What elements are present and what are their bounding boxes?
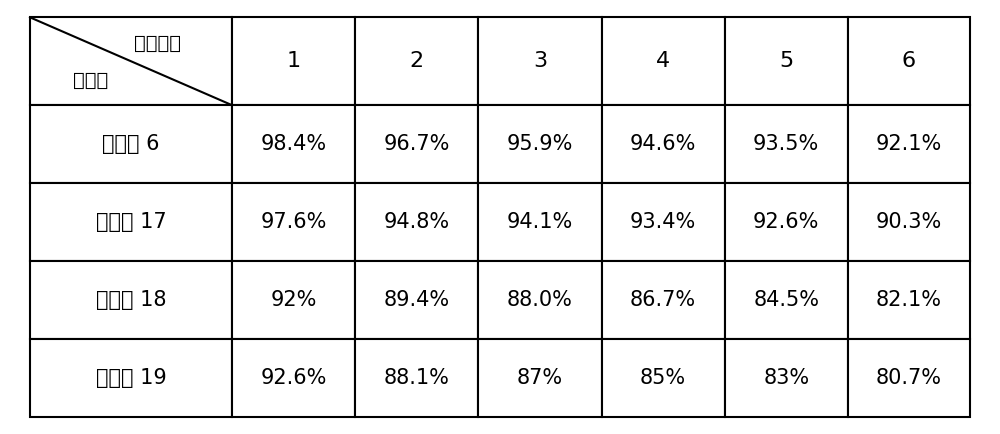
Text: 5: 5 [779,51,793,71]
Bar [602,261,725,339]
Bar [725,105,848,183]
Text: 92.6%: 92.6% [753,212,819,232]
Bar [478,17,602,105]
Bar [478,105,602,183]
Bar [30,105,232,183]
Bar [355,105,478,183]
Text: 1: 1 [287,51,301,71]
Text: 6: 6 [902,51,916,71]
Text: 实施例 19: 实施例 19 [96,368,166,388]
Text: 92.6%: 92.6% [260,368,327,388]
Bar [848,17,970,105]
Bar [355,339,478,417]
Text: 85%: 85% [640,368,686,388]
Text: 实施例 6: 实施例 6 [102,134,160,154]
Bar [355,17,478,105]
Text: 循环次数: 循环次数 [134,34,181,53]
Bar [232,17,355,105]
Bar [30,183,232,261]
Bar [602,183,725,261]
Text: 97.6%: 97.6% [260,212,327,232]
Bar [725,17,848,105]
Text: 96.7%: 96.7% [384,134,450,154]
Text: 94.8%: 94.8% [384,212,450,232]
Text: 84.5%: 84.5% [753,290,819,310]
Bar [478,261,602,339]
Text: 86.7%: 86.7% [630,290,696,310]
Bar [848,105,970,183]
Text: 83%: 83% [763,368,809,388]
Bar [232,261,355,339]
Text: 95.9%: 95.9% [507,134,573,154]
Bar [848,339,970,417]
Text: 94.1%: 94.1% [507,212,573,232]
Bar [848,183,970,261]
Text: 4: 4 [656,51,670,71]
Bar [848,261,970,339]
Text: 92.1%: 92.1% [876,134,942,154]
Bar [725,183,848,261]
Bar [602,339,725,417]
Text: 2: 2 [410,51,424,71]
Bar [232,105,355,183]
Text: 80.7%: 80.7% [876,368,942,388]
Text: 3: 3 [533,51,547,71]
Text: 92%: 92% [270,290,317,310]
Text: 实施例 17: 实施例 17 [96,212,166,232]
Bar [30,339,232,417]
Bar [602,17,725,105]
Bar [602,105,725,183]
Text: 88.0%: 88.0% [507,290,573,310]
Bar [478,339,602,417]
Text: 89.4%: 89.4% [384,290,450,310]
Bar [232,339,355,417]
Text: 94.6%: 94.6% [630,134,696,154]
Bar [232,183,355,261]
Bar [355,183,478,261]
Text: 90.3%: 90.3% [876,212,942,232]
Text: 98.4%: 98.4% [261,134,327,154]
Bar [478,183,602,261]
Bar [725,339,848,417]
Bar [30,17,232,105]
Bar [725,261,848,339]
Text: 93.4%: 93.4% [630,212,696,232]
Bar [30,261,232,339]
Text: 87%: 87% [517,368,563,388]
Text: 88.1%: 88.1% [384,368,450,388]
Bar [355,261,478,339]
Text: 实施例 18: 实施例 18 [96,290,166,310]
Text: 82.1%: 82.1% [876,290,942,310]
Text: 93.5%: 93.5% [753,134,819,154]
Text: 实施例: 实施例 [73,71,108,90]
